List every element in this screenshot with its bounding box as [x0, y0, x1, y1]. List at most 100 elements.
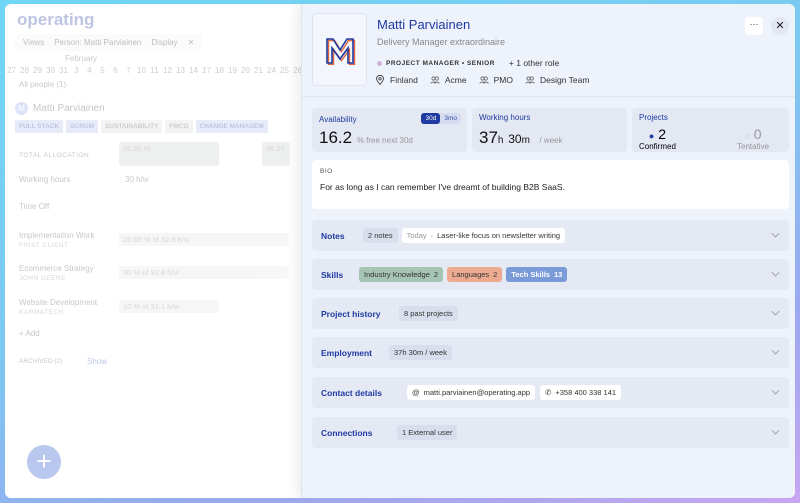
time-off-label: Time Off	[19, 202, 50, 211]
date-label: 28	[20, 66, 29, 75]
add-fab-button[interactable]: +	[27, 445, 61, 479]
tag: SCRUM	[66, 120, 99, 133]
person-name[interactable]: Matti Parviainen	[33, 103, 105, 114]
phone[interactable]: +358 400 338 141	[555, 388, 617, 397]
availability-label: Availability	[319, 115, 357, 124]
chevron-down-icon[interactable]	[771, 346, 780, 355]
confirmed-count: 2	[658, 126, 667, 142]
project-row[interactable]: Ecommerce Strategy JOHN DEERE	[19, 264, 94, 282]
notes-count: 2 notes	[363, 228, 398, 243]
chevron-down-icon[interactable]	[771, 229, 780, 238]
team-icon	[479, 76, 489, 84]
projects-card: Projects ● 2 Confirmed ◌ 0 Tentative	[632, 108, 789, 152]
connections-section[interactable]: Connections 1 External user	[312, 417, 789, 448]
tag: CHANGE MANAGEM	[195, 120, 268, 133]
client-name: JOHN DEERE	[19, 275, 66, 282]
date-label: 20	[241, 66, 250, 75]
period-toggle: 30d 3mo	[421, 113, 461, 124]
date-label: 29	[33, 66, 42, 75]
date-label: 17	[202, 66, 211, 75]
bio-card: BIO For as long as I can remember I've dr…	[312, 160, 789, 209]
availability-card: Availability 30d 3mo 16.2 % free next 30d	[312, 108, 467, 152]
tentative-label: Tentative	[737, 142, 770, 151]
chevron-down-icon[interactable]	[771, 268, 780, 277]
all-people-dropdown[interactable]: All people (1)	[19, 80, 67, 89]
employment-section[interactable]: Employment 37h 30m / week	[312, 337, 789, 368]
month-label: February	[65, 54, 98, 63]
hours-value: 37	[479, 128, 498, 147]
period-30d[interactable]: 30d	[421, 113, 441, 124]
confirmed-dot-icon: ●	[648, 131, 655, 141]
role-dot-icon	[377, 60, 382, 66]
per-week-label: / week	[539, 136, 563, 145]
date-label: 24	[267, 66, 276, 75]
more-options-button[interactable]: ···	[745, 17, 763, 35]
allocation-bar: 66.65 %	[119, 142, 219, 166]
date-label: 12	[163, 66, 172, 75]
confirmed-label: Confirmed	[639, 142, 676, 151]
roles: PROJECT MANAGER • SENIOR + 1 other role	[377, 58, 559, 68]
notes-section[interactable]: Notes 2 notes Today · Laser-like focus on ne…	[312, 220, 789, 251]
clear-filter-icon[interactable]: ✕	[187, 38, 195, 47]
bio-label: BIO	[320, 168, 333, 175]
total-allocation-label: TOTAL ALLOCATION	[19, 152, 90, 159]
skill-count: 13	[553, 270, 563, 279]
filter-bar: Views Person: Matti Parviainen Display ✕	[15, 34, 203, 51]
section-title: Contact details	[321, 387, 382, 398]
contact-details-section[interactable]: Contact details @ matti.parviainen@operati…	[312, 377, 789, 408]
employment-hours: 37h 30m / week	[389, 345, 452, 360]
other-roles-link[interactable]: + 1 other role	[508, 58, 560, 68]
chevron-down-icon[interactable]	[771, 386, 780, 395]
archived-label: ARCHIVED (2)	[19, 358, 63, 365]
minutes-unit: m	[521, 135, 530, 146]
date-label: 3	[74, 66, 79, 75]
display-button[interactable]: Display	[151, 38, 178, 47]
skills-section[interactable]: Skills Industry Knowledge 2 Languages 2 Te…	[312, 259, 789, 290]
date-label: 14	[189, 66, 198, 75]
section-title: Employment	[321, 347, 373, 358]
allocation-bar: 30 % of 32.8 h/w	[119, 266, 289, 279]
person-row: M Matti Parviainen	[15, 102, 105, 115]
date-label: 30	[46, 66, 55, 75]
show-archived-link[interactable]: Show	[87, 357, 108, 366]
period-3mo[interactable]: 3mo	[444, 115, 457, 122]
working-hours-value: 30 h/w	[125, 175, 149, 184]
tag: FULL STACK	[15, 120, 64, 133]
section-title: Skills	[321, 269, 344, 280]
views-button[interactable]: Views	[23, 38, 45, 47]
date-label: 5	[100, 66, 105, 75]
person-name: Matti Parviainen	[377, 17, 471, 32]
project-history-section[interactable]: Project history 8 past projects	[312, 298, 789, 329]
team: Design Team	[540, 75, 590, 85]
add-button[interactable]: + Add	[19, 329, 40, 338]
avatar: M	[15, 102, 28, 115]
skill-count: 2	[433, 270, 439, 279]
allocation-bar: 10 % of 31.1 h/w	[119, 300, 219, 313]
section-title: Project history	[321, 308, 381, 319]
email[interactable]: matti.parviainen@operating.app	[423, 388, 531, 397]
date-label: 21	[254, 66, 263, 75]
project-row[interactable]: Website Development KARMATECH	[19, 298, 97, 316]
tentative-dot-icon: ◌	[744, 131, 750, 141]
chevron-down-icon[interactable]	[771, 307, 780, 316]
date-row: 27 28 29 30 31 3 4 5 6 7 10 11 12 13 14 17 18 19 20 21 24 25 2…	[5, 66, 304, 75]
projects-label: Projects	[639, 113, 668, 122]
primary-role: PROJECT MANAGER • SENIOR	[386, 59, 495, 67]
availability-value: 16.2	[319, 128, 353, 147]
allocation-bar: 56.65	[262, 142, 290, 166]
person-filter[interactable]: Person: Matti Parviainen	[54, 38, 142, 47]
panel-header: Matti Parviainen Delivery Manager extrao…	[302, 4, 795, 97]
close-button[interactable]: ✕	[771, 17, 789, 35]
chevron-down-icon[interactable]	[771, 426, 780, 435]
skill-count: 2	[493, 270, 498, 279]
working-hours-label: Working hours	[19, 175, 71, 184]
availability-unit: % free next 30d	[356, 136, 413, 145]
date-label: 7	[126, 66, 131, 75]
client-name: KARMATECH	[19, 309, 64, 316]
stats-row: Availability 30d 3mo 16.2 % free next 30d…	[312, 108, 789, 152]
hours-unit: h	[497, 135, 504, 146]
project-row[interactable]: Implementation Work FIRST CLIENT	[19, 231, 94, 249]
working-hours-label: Working hours	[479, 113, 531, 122]
project-name: Website Development	[19, 298, 98, 307]
app-window: operating Views Person: Matti Parviainen…	[5, 4, 795, 498]
